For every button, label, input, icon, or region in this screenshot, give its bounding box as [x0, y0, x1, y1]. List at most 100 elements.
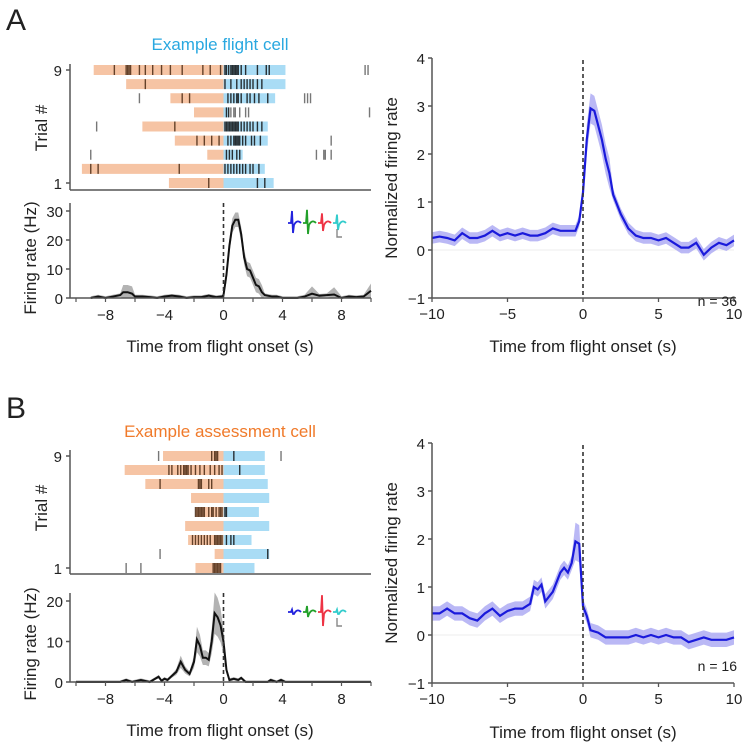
waveform-channel-3 [318, 213, 332, 232]
raster-title-a: Example flight cell [151, 35, 288, 54]
pre-flight-bar [185, 521, 224, 531]
psth-ylabel-b: Firing rate (Hz) [21, 587, 40, 700]
population-ytick-label: 3 [417, 99, 425, 116]
raster-trial-row [138, 93, 312, 104]
pre-flight-bar [174, 135, 224, 146]
psth-ytick-label: 20 [46, 594, 63, 611]
raster-trial-row [191, 493, 270, 503]
flight-bar [223, 451, 265, 461]
pre-flight-bar [214, 549, 224, 559]
flight-bar [223, 465, 265, 475]
population-xtick-label: 10 [726, 306, 743, 323]
raster-trial-row [194, 107, 371, 118]
population-xtick-label: −5 [499, 306, 516, 323]
psth-line [90, 218, 372, 300]
raster-plot-a: 91 [54, 63, 371, 193]
waveform-channel-2 [303, 209, 317, 235]
psth-xtick-label: −4 [156, 691, 173, 708]
flight-bar [223, 507, 259, 517]
flight-bar [223, 93, 276, 104]
raster-ytick-label: 9 [54, 63, 62, 80]
waveform-channel-1 [288, 606, 302, 615]
pre-flight-bar [188, 535, 224, 545]
raster-trial-row [125, 563, 255, 573]
flight-bar [223, 121, 268, 132]
population-mean-line [431, 106, 735, 257]
flight-bar [223, 549, 270, 559]
raster-ylabel-a: Trial # [32, 104, 51, 151]
pre-flight-bar [168, 178, 224, 188]
pre-flight-bar [124, 465, 224, 475]
population-ytick-label: 4 [417, 51, 425, 68]
population-ytick-label: 0 [417, 628, 425, 645]
population-sem-band [432, 522, 734, 650]
population-ytick-label: −1 [408, 676, 425, 693]
scale-bar-icon [336, 618, 342, 627]
flight-bar [223, 479, 268, 489]
population-ylabel-b: Normalized firing rate [382, 482, 401, 644]
psth-plot-b: 0 10 20 −8 −4 0 4 8 [46, 592, 372, 708]
population-xlabel-a: Time from flight onset (s) [489, 337, 676, 356]
psth-xtick-label: 8 [337, 691, 345, 708]
waveform-channel-4 [333, 606, 347, 615]
population-ytick-label: 2 [417, 147, 425, 164]
population-ylabel-a: Normalized firing rate [382, 97, 401, 259]
population-ytick-label: 1 [417, 580, 425, 597]
pre-flight-bar [170, 93, 224, 104]
psth-sem-band [90, 212, 371, 298]
raster-plot-b: 91 [54, 449, 371, 578]
population-xtick-label: 5 [654, 306, 662, 323]
pre-flight-bar [142, 121, 224, 132]
psth-xtick-label: 4 [278, 307, 286, 324]
raster-trial-row [188, 535, 252, 545]
psth-ytick-label: 0 [55, 675, 63, 692]
flight-bar [223, 535, 252, 545]
population-xtick-label: −10 [419, 691, 444, 708]
psth-xtick-label: 4 [278, 691, 286, 708]
psth-xlabel-a: Time from flight onset (s) [126, 337, 313, 356]
population-xtick-label: 10 [726, 691, 743, 708]
flight-bar [223, 521, 270, 531]
raster-trial-row [90, 149, 332, 160]
raster-trial-row [159, 549, 270, 559]
population-ytick-label: 3 [417, 484, 425, 501]
psth-ytick-label: 20 [46, 233, 63, 250]
panel-letter-a: A [6, 4, 26, 37]
raster-trial-row [194, 507, 259, 517]
psth-plot-a: 0 10 20 30 −8 −4 0 4 8 [46, 203, 372, 324]
waveform-channel-3 [318, 595, 332, 627]
raster-trial-row [145, 479, 268, 489]
pre-flight-bar [81, 163, 224, 174]
pre-flight-bar [191, 493, 224, 503]
raster-ytick-label: 1 [54, 176, 62, 193]
psth-xlabel-b: Time from flight onset (s) [126, 721, 313, 740]
population-xtick-label: 5 [654, 691, 662, 708]
flight-bar [223, 178, 274, 188]
waveform-channel-2 [303, 605, 317, 618]
psth-ylabel-a: Firing rate (Hz) [21, 201, 40, 314]
population-mean-line [432, 539, 735, 644]
flight-bar [223, 163, 265, 174]
pre-flight-bar [163, 451, 224, 461]
pre-flight-bar [126, 79, 224, 90]
panel-letter-b: B [6, 392, 26, 425]
flight-bar [223, 65, 286, 75]
population-xtick-label: 0 [579, 691, 587, 708]
raster-trial-row [185, 521, 270, 531]
raster-trial-row [126, 79, 286, 90]
raster-title-b: Example assessment cell [124, 422, 316, 441]
raster-trial-row [168, 178, 274, 188]
raster-ytick-label: 1 [54, 561, 62, 578]
raster-trial-row [95, 121, 268, 132]
flight-bar [223, 493, 270, 503]
n-label-a: n = 36 [698, 293, 738, 309]
pre-flight-bar [93, 65, 224, 75]
pre-flight-bar [145, 479, 224, 489]
pre-flight-bar [194, 107, 224, 118]
raster-trial-row [174, 135, 332, 146]
waveform-channel-4 [333, 214, 347, 231]
psth-xtick-label: 0 [219, 307, 227, 324]
population-xtick-label: 0 [579, 306, 587, 323]
